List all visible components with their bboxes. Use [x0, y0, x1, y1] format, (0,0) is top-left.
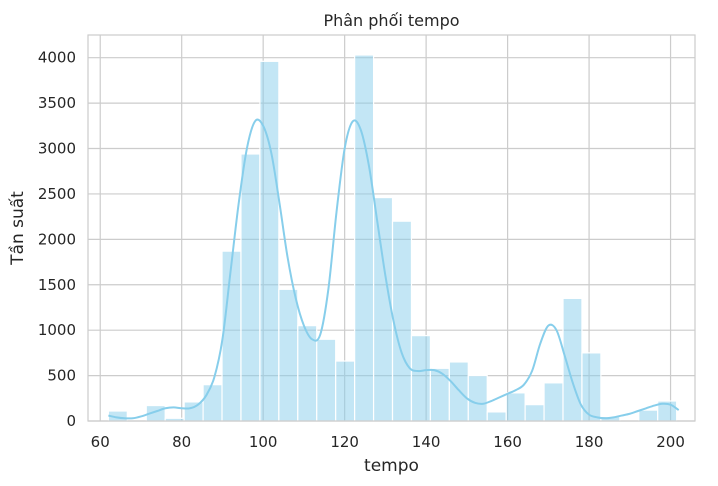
x-tick-label: 100	[249, 433, 278, 451]
histogram-bar	[259, 60, 280, 422]
x-tick-label: 180	[575, 433, 604, 451]
histogram-bar	[543, 382, 564, 422]
kde-curve-group	[108, 118, 680, 420]
x-tick-label: 120	[330, 433, 359, 451]
histogram-bars	[107, 54, 678, 422]
x-tick-label: 160	[493, 433, 522, 451]
histogram-bar	[372, 196, 394, 422]
y-tick-label: 500	[47, 367, 76, 385]
y-tick-label: 1000	[38, 321, 76, 339]
histogram-bar	[240, 153, 261, 422]
y-tick-label: 0	[66, 412, 76, 430]
histogram-bar	[505, 392, 526, 422]
histogram-bar	[335, 360, 356, 422]
x-tick-label: 200	[656, 433, 685, 451]
y-axis-label: Tần suất	[7, 191, 28, 266]
histogram-bar	[354, 54, 375, 422]
y-tick-label: 1500	[38, 276, 76, 294]
kde-curve	[108, 118, 680, 420]
histogram-bar	[486, 411, 507, 422]
histogram-bar	[278, 288, 299, 422]
x-tick-labels: 60 80 100 120 140 160 180 200	[91, 433, 685, 451]
histogram-bar	[183, 401, 204, 422]
histogram-bar	[467, 374, 488, 422]
x-tick-label: 140	[412, 433, 441, 451]
histogram-bar	[638, 409, 659, 422]
y-tick-label: 4000	[38, 49, 76, 67]
histogram-bar	[410, 335, 432, 422]
plot-frame	[87, 34, 696, 422]
histogram-bar	[316, 338, 337, 422]
chart-title: Phân phối tempo	[323, 11, 459, 30]
x-axis-label: tempo	[364, 456, 419, 476]
y-tick-labels: 0 500 1000 1500 2000 2500 3000 3500 4000	[38, 49, 76, 430]
y-tick-label: 2500	[38, 185, 76, 203]
histogram-bar	[391, 220, 413, 422]
y-tick-label: 3000	[38, 140, 76, 158]
y-tick-label: 3500	[38, 94, 76, 112]
y-tick-label: 2000	[38, 230, 76, 248]
histogram-bar	[221, 250, 242, 422]
histogram-bar	[202, 384, 223, 422]
x-tick-label: 80	[172, 433, 191, 451]
x-tick-label: 60	[91, 433, 110, 451]
histogram-bar	[524, 404, 545, 422]
